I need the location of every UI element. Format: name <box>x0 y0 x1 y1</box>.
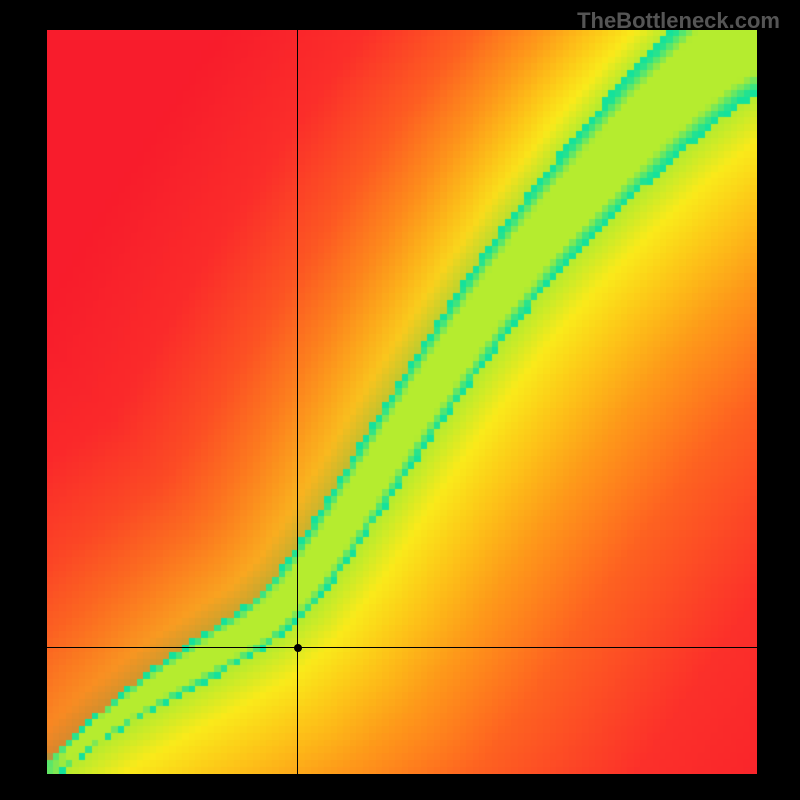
crosshair-vertical <box>297 30 298 774</box>
watermark-text: TheBottleneck.com <box>577 8 780 34</box>
crosshair-dot <box>294 644 302 652</box>
crosshair-horizontal <box>47 647 757 648</box>
bottleneck-heatmap <box>47 30 757 774</box>
chart-wrap: TheBottleneck.com <box>0 0 800 800</box>
